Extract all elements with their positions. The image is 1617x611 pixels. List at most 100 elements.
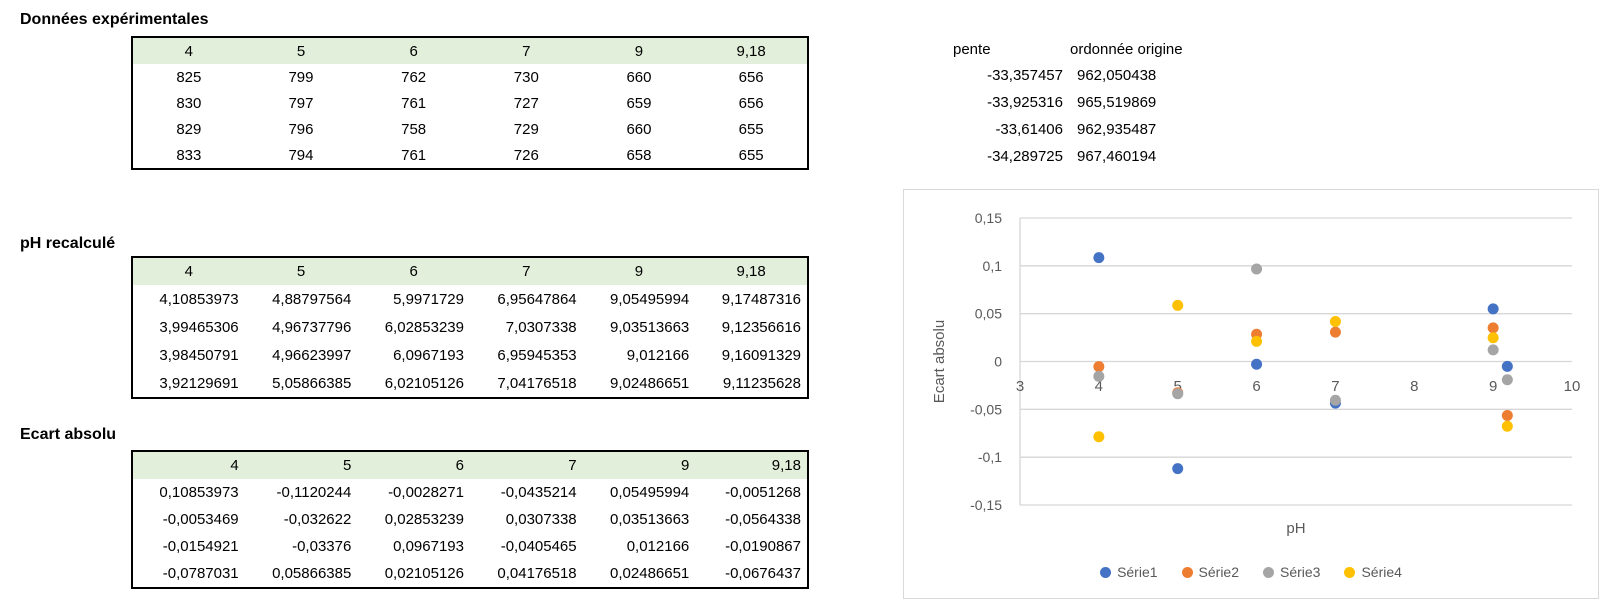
- table-cell[interactable]: -0,03376: [292, 538, 352, 555]
- column-header-cell[interactable]: 9: [582, 257, 696, 285]
- table-cell[interactable]: 656: [738, 68, 764, 86]
- table-cell[interactable]: 9,03513663: [610, 318, 690, 336]
- column-header-cell[interactable]: 6: [357, 37, 470, 64]
- column-header-cell[interactable]: 7: [469, 451, 583, 479]
- data-point-série4[interactable]: [1501, 420, 1513, 432]
- table-cell[interactable]: 9,05495994: [610, 290, 690, 308]
- ordonnee-origine-column-header[interactable]: ordonnée origine: [1070, 40, 1183, 58]
- data-point-série1[interactable]: [1093, 252, 1105, 264]
- table-cell[interactable]: 6,02105126: [384, 374, 464, 392]
- table-cell[interactable]: 833: [176, 146, 202, 164]
- table-cell[interactable]: 758: [401, 120, 427, 138]
- table-cell[interactable]: 0,02853239: [384, 511, 464, 528]
- table-cell[interactable]: 0,04176518: [497, 565, 577, 582]
- table-cell[interactable]: 0,05495994: [610, 484, 690, 501]
- table-cell[interactable]: 4,88797564: [272, 290, 352, 308]
- table-cell[interactable]: 9,17487316: [721, 290, 801, 308]
- table-cell[interactable]: 796: [288, 120, 314, 138]
- table-cell[interactable]: 655: [738, 120, 764, 138]
- data-point-série3[interactable]: [1501, 374, 1513, 386]
- data-point-série4[interactable]: [1251, 335, 1263, 347]
- column-header-cell[interactable]: 9: [582, 451, 696, 479]
- table-cell[interactable]: 730: [513, 68, 539, 86]
- table-cell[interactable]: 829: [176, 120, 202, 138]
- table-cell[interactable]: 660: [626, 68, 652, 86]
- table-cell[interactable]: 4,96737796: [272, 318, 352, 336]
- ordonnee-origine-value-cell[interactable]: 962,935487: [1077, 121, 1157, 138]
- legend-item-série1[interactable]: Série1: [1100, 564, 1158, 580]
- table-cell[interactable]: 794: [288, 146, 314, 164]
- column-header-cell[interactable]: 5: [244, 257, 358, 285]
- column-header-cell[interactable]: 4: [132, 37, 245, 64]
- table-cell[interactable]: 0,10853973: [159, 484, 239, 501]
- ordonnee-origine-value-cell[interactable]: 967,460194: [1077, 148, 1157, 165]
- data-point-série3[interactable]: [1172, 388, 1184, 400]
- table-cell[interactable]: 3,99465306: [159, 318, 239, 336]
- table-cell[interactable]: -0,0787031: [162, 565, 239, 582]
- data-point-série4[interactable]: [1487, 332, 1499, 344]
- column-header-cell[interactable]: 7: [469, 37, 583, 64]
- table-cell[interactable]: 799: [288, 68, 314, 86]
- table-cell[interactable]: 5,9971729: [393, 290, 464, 308]
- column-header-cell[interactable]: 5: [244, 37, 358, 64]
- table-cell[interactable]: 797: [288, 94, 314, 112]
- table-cell[interactable]: 655: [738, 146, 764, 164]
- table-cell[interactable]: 9,16091329: [721, 346, 801, 364]
- table-cell[interactable]: 761: [401, 94, 427, 112]
- table-cell[interactable]: 825: [176, 68, 202, 86]
- column-header-cell[interactable]: 7: [469, 257, 583, 285]
- data-point-série4[interactable]: [1329, 316, 1341, 328]
- table-cell[interactable]: -0,0564338: [725, 511, 801, 528]
- table-cell[interactable]: -0,0405465: [500, 538, 577, 555]
- pente-value-cell[interactable]: -33,925316: [987, 94, 1063, 111]
- table-cell[interactable]: -0,0190867: [725, 538, 801, 555]
- table-cell[interactable]: 5,05866385: [272, 374, 352, 392]
- table-cell[interactable]: -0,0154921: [162, 538, 239, 555]
- column-header-cell[interactable]: 6: [357, 451, 470, 479]
- legend-item-série3[interactable]: Série3: [1263, 564, 1320, 580]
- table-cell[interactable]: 4,10853973: [159, 290, 239, 308]
- table-cell[interactable]: 830: [176, 94, 202, 112]
- table-cell[interactable]: -0,032622: [283, 511, 352, 528]
- ordonnee-origine-value-cell[interactable]: 962,050438: [1077, 67, 1157, 84]
- table-cell[interactable]: 3,92129691: [159, 374, 239, 392]
- data-point-série3[interactable]: [1487, 344, 1499, 356]
- table-cell[interactable]: 761: [401, 146, 427, 164]
- table-cell[interactable]: 6,02853239: [384, 318, 464, 336]
- table-cell[interactable]: 656: [738, 94, 764, 112]
- table-cell[interactable]: 727: [513, 94, 539, 112]
- data-point-série1[interactable]: [1172, 463, 1184, 475]
- ordonnee-origine-value-cell[interactable]: 965,519869: [1077, 94, 1157, 111]
- data-point-série3[interactable]: [1329, 394, 1341, 406]
- table-cell[interactable]: 659: [626, 94, 652, 112]
- table-cell[interactable]: 658: [626, 146, 652, 164]
- pente-value-cell[interactable]: -33,357457: [987, 67, 1063, 84]
- column-header-cell[interactable]: 9: [582, 37, 696, 64]
- table-cell[interactable]: -0,0028271: [388, 484, 464, 501]
- table-cell[interactable]: 0,02486651: [610, 565, 690, 582]
- column-header-cell[interactable]: 9,18: [695, 37, 808, 64]
- table-cell[interactable]: -0,0051268: [725, 484, 801, 501]
- pente-value-cell[interactable]: -33,61406: [995, 121, 1063, 138]
- column-header-cell[interactable]: 4: [132, 451, 245, 479]
- data-point-série2[interactable]: [1487, 322, 1499, 334]
- column-header-cell[interactable]: 4: [132, 257, 245, 285]
- data-point-série1[interactable]: [1251, 358, 1263, 370]
- table-cell[interactable]: -0,0053469: [162, 511, 239, 528]
- table-cell[interactable]: -0,1120244: [276, 484, 352, 501]
- table-cell[interactable]: -0,0435214: [500, 484, 577, 501]
- pente-column-header[interactable]: pente: [953, 40, 991, 58]
- column-header-cell[interactable]: 6: [357, 257, 470, 285]
- table-cell[interactable]: 9,012166: [626, 346, 690, 364]
- table-cell[interactable]: 3,98450791: [159, 346, 239, 364]
- table-cell[interactable]: 6,0967193: [393, 346, 464, 364]
- data-point-série4[interactable]: [1093, 431, 1105, 443]
- data-point-série2[interactable]: [1093, 361, 1105, 373]
- table-cell[interactable]: 6,95647864: [497, 290, 577, 308]
- table-cell[interactable]: -0,0676437: [725, 565, 801, 582]
- legend-item-série2[interactable]: Série2: [1181, 564, 1239, 580]
- data-point-série2[interactable]: [1501, 409, 1513, 421]
- data-point-série1[interactable]: [1501, 360, 1513, 372]
- table-cell[interactable]: 0,05866385: [272, 565, 352, 582]
- table-cell[interactable]: 0,0307338: [505, 511, 577, 528]
